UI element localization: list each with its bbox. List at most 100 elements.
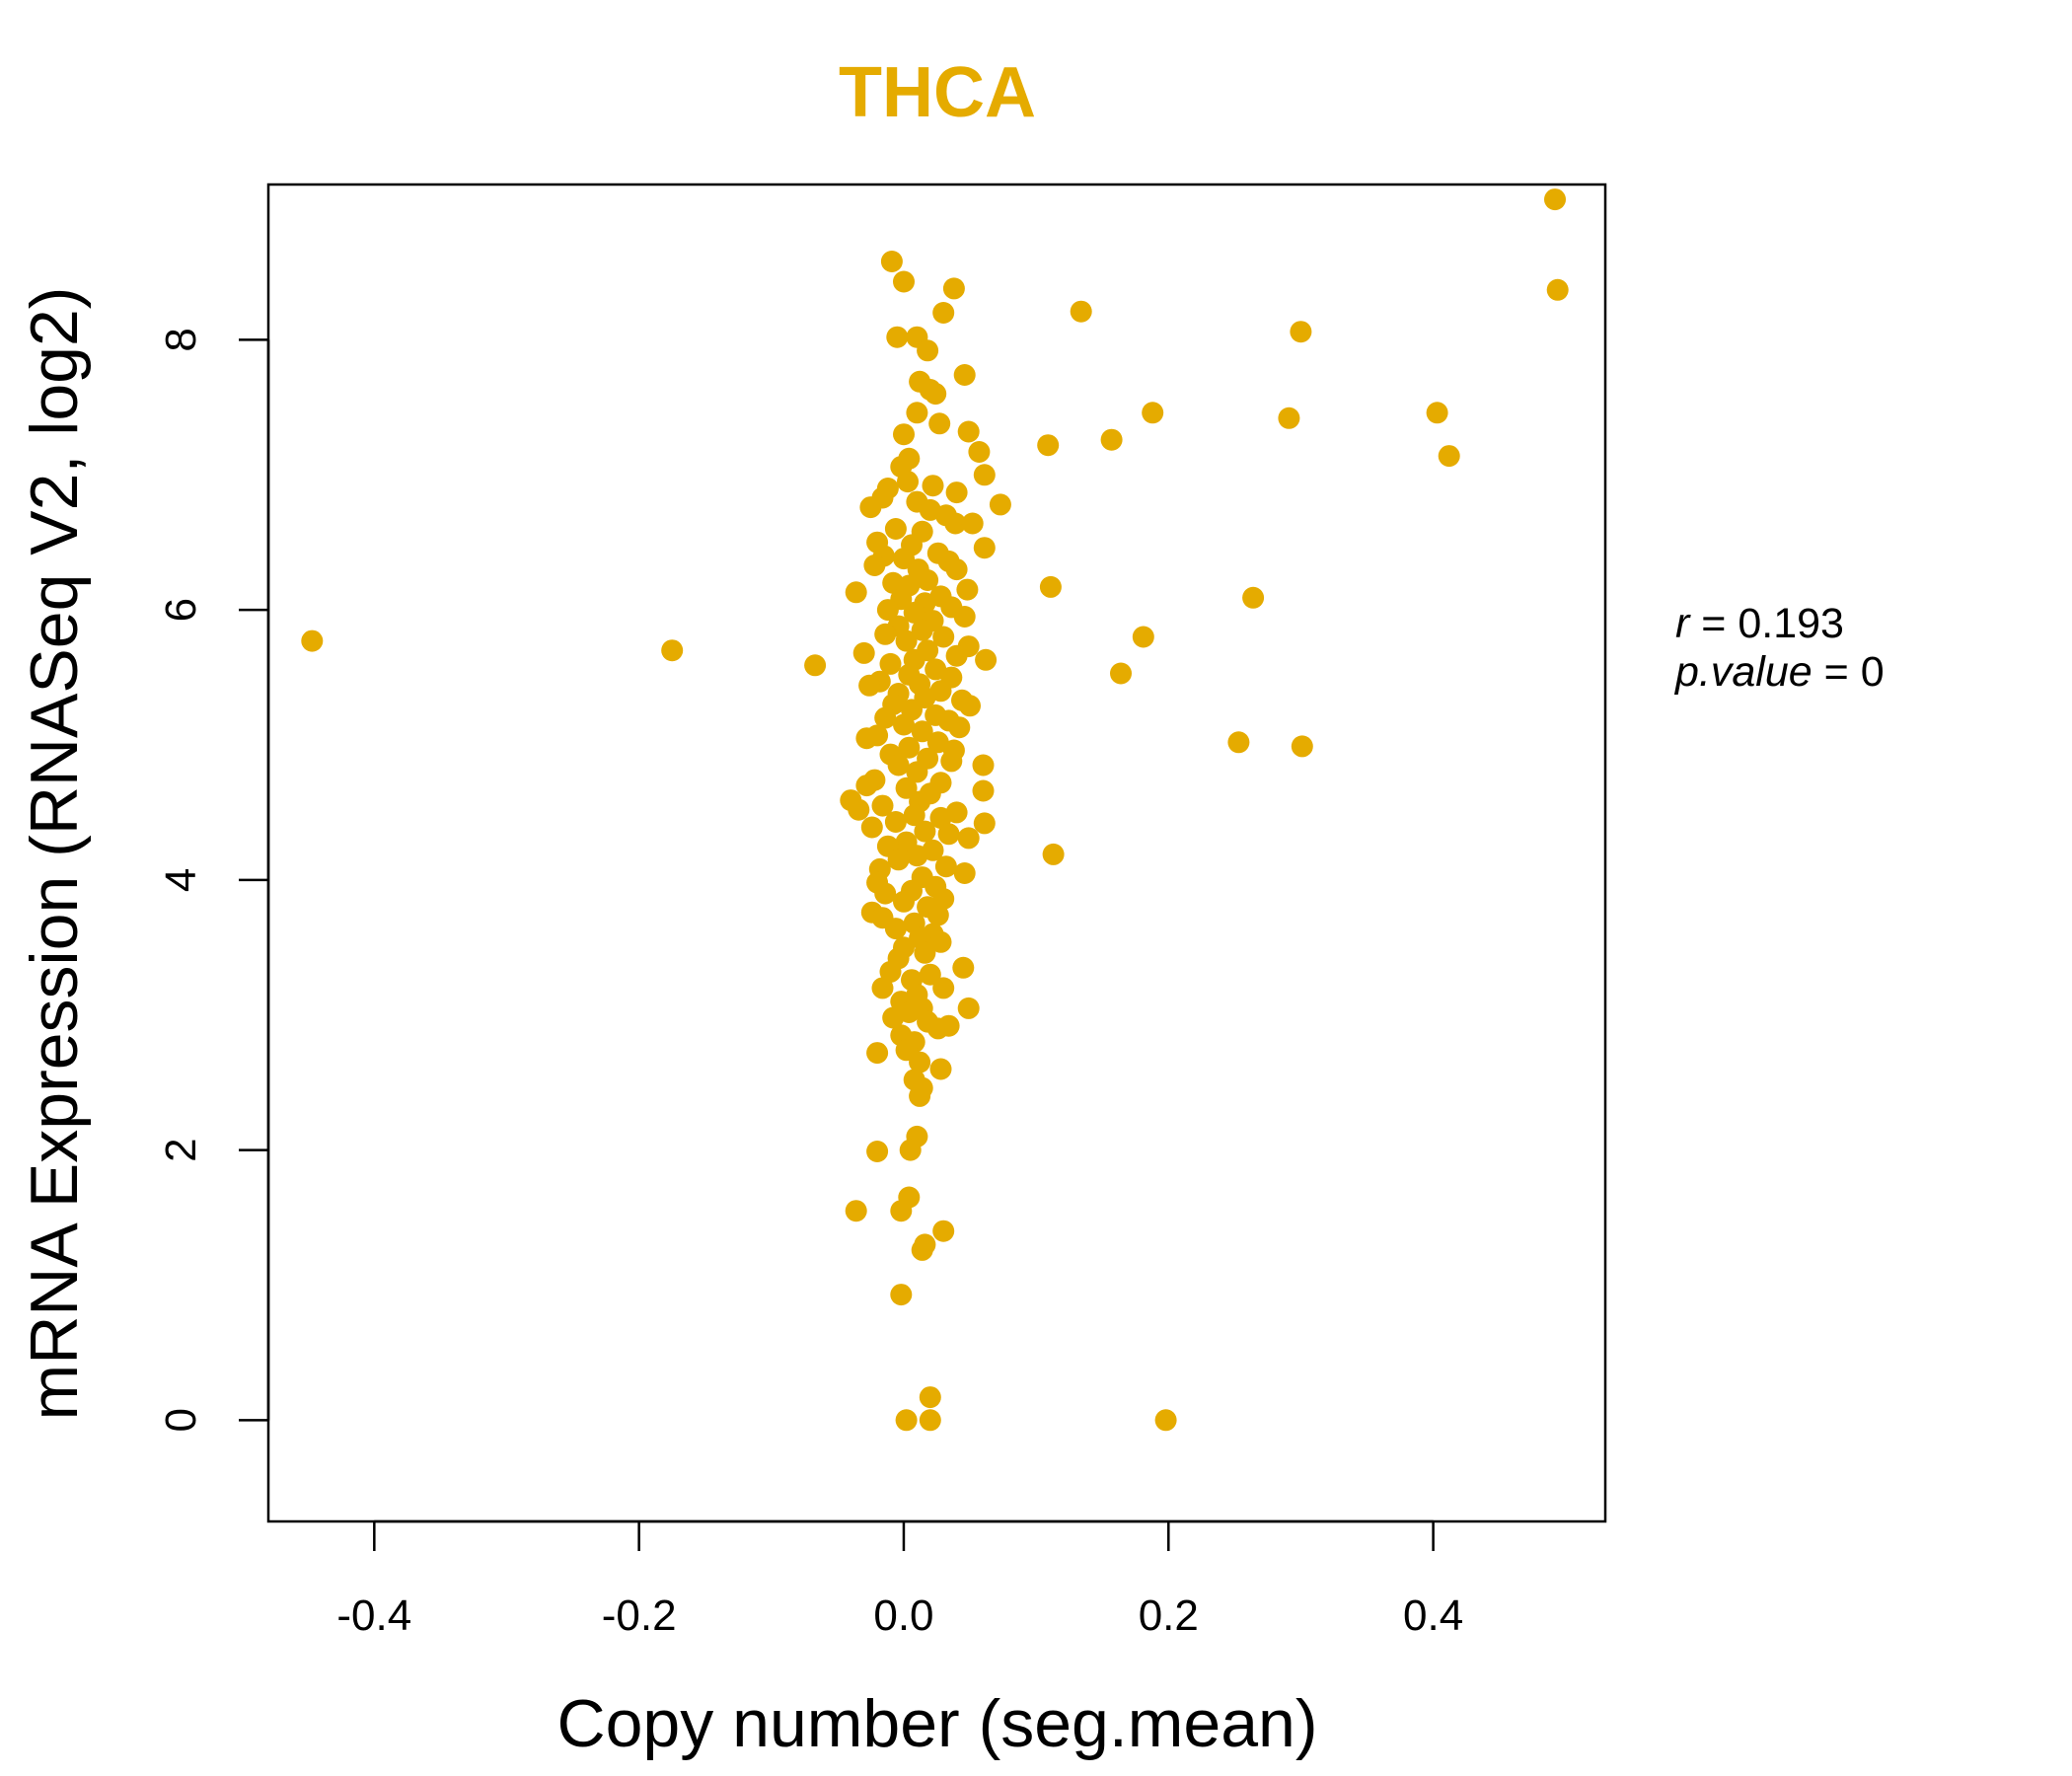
data-point bbox=[855, 775, 878, 797]
data-point bbox=[895, 777, 918, 799]
data-point bbox=[866, 1141, 889, 1162]
data-point bbox=[884, 518, 907, 540]
data-point bbox=[1100, 428, 1123, 451]
data-point bbox=[845, 1200, 867, 1222]
data-point bbox=[932, 626, 955, 648]
data-point bbox=[866, 1042, 889, 1065]
data-point bbox=[858, 674, 881, 697]
data-point bbox=[906, 761, 928, 783]
data-point bbox=[893, 890, 915, 913]
data-point bbox=[906, 845, 928, 867]
data-point bbox=[848, 798, 870, 821]
data-point bbox=[661, 639, 684, 662]
data-point bbox=[926, 1017, 949, 1040]
data-point bbox=[956, 578, 979, 601]
data-point bbox=[886, 326, 909, 348]
y-tick-label: 6 bbox=[157, 598, 205, 622]
correlation-annotation: r = 0.193 p.value = 0 bbox=[1675, 600, 1885, 697]
r-label: r bbox=[1675, 600, 1690, 647]
data-point bbox=[871, 977, 894, 999]
x-tick-label: -0.4 bbox=[336, 1591, 411, 1640]
y-tick-label: 8 bbox=[157, 328, 205, 351]
data-point bbox=[919, 963, 941, 986]
data-point bbox=[957, 420, 980, 443]
data-point bbox=[952, 956, 975, 979]
data-point bbox=[1426, 402, 1448, 424]
data-point bbox=[940, 750, 963, 773]
data-point bbox=[917, 569, 939, 591]
data-point bbox=[893, 270, 915, 293]
data-point bbox=[925, 383, 947, 406]
data-point bbox=[876, 599, 899, 622]
data-point bbox=[945, 644, 968, 667]
data-point bbox=[911, 1238, 933, 1261]
p-label: p.value bbox=[1675, 648, 1813, 696]
p-value: 0 bbox=[1860, 648, 1885, 696]
data-point bbox=[932, 1220, 955, 1242]
data-point bbox=[909, 1051, 931, 1073]
data-point bbox=[928, 412, 951, 435]
data-point bbox=[879, 652, 902, 675]
data-point bbox=[919, 1409, 941, 1432]
data-point bbox=[929, 806, 952, 829]
data-point bbox=[937, 823, 960, 846]
data-point bbox=[957, 827, 980, 850]
data-point bbox=[953, 364, 976, 386]
data-point bbox=[884, 918, 907, 940]
data-point bbox=[879, 960, 902, 983]
data-point bbox=[1042, 843, 1065, 865]
data-point bbox=[945, 481, 968, 504]
data-point bbox=[882, 1006, 905, 1029]
x-tick-label: 0.4 bbox=[1403, 1591, 1463, 1640]
data-point bbox=[959, 695, 981, 717]
data-point bbox=[911, 720, 933, 743]
data-point bbox=[909, 1084, 931, 1107]
data-point bbox=[1544, 188, 1566, 211]
data-point bbox=[897, 471, 919, 493]
data-point bbox=[917, 339, 939, 362]
data-point bbox=[887, 849, 910, 871]
data-point bbox=[301, 629, 324, 652]
data-point bbox=[932, 977, 955, 999]
data-point bbox=[911, 619, 933, 641]
data-point bbox=[973, 537, 996, 559]
data-point bbox=[890, 1284, 913, 1306]
data-point bbox=[926, 904, 949, 926]
data-point bbox=[972, 754, 995, 777]
data-point bbox=[1291, 735, 1313, 758]
data-point bbox=[855, 727, 878, 750]
y-axis-label: mRNA Expression (RNASeq V2, log2) bbox=[17, 287, 92, 1421]
data-point bbox=[942, 277, 965, 300]
data-point bbox=[934, 855, 957, 878]
data-point bbox=[932, 302, 955, 324]
data-point bbox=[893, 423, 915, 446]
x-tick-label: 0.2 bbox=[1139, 1591, 1199, 1640]
x-axis: -0.4 -0.2 0.0 0.2 0.4 bbox=[336, 1519, 1463, 1640]
r-value-line: r = 0.193 bbox=[1675, 600, 1844, 647]
data-point bbox=[1242, 586, 1265, 609]
data-points bbox=[301, 188, 1569, 1432]
data-point bbox=[863, 555, 886, 576]
data-point bbox=[1438, 445, 1460, 468]
data-point bbox=[874, 706, 897, 729]
data-point bbox=[1110, 662, 1132, 685]
y-tick-label: 0 bbox=[157, 1408, 205, 1432]
y-axis: 0 2 4 6 8 bbox=[157, 328, 270, 1433]
data-point bbox=[953, 862, 976, 884]
data-point bbox=[944, 512, 967, 535]
data-point bbox=[957, 997, 980, 1019]
data-point bbox=[968, 441, 991, 463]
data-point bbox=[906, 402, 928, 424]
data-point bbox=[914, 820, 936, 843]
data-point bbox=[1142, 402, 1164, 424]
chart-title: THCA bbox=[839, 53, 1036, 132]
data-point bbox=[898, 736, 921, 759]
data-point bbox=[973, 812, 996, 835]
data-point bbox=[914, 941, 936, 964]
x-tick-label: 0.0 bbox=[873, 1591, 933, 1640]
data-point bbox=[887, 754, 910, 777]
data-point bbox=[890, 1200, 913, 1222]
data-point bbox=[922, 475, 944, 497]
data-point bbox=[880, 251, 903, 272]
r-value: 0.193 bbox=[1738, 600, 1844, 647]
